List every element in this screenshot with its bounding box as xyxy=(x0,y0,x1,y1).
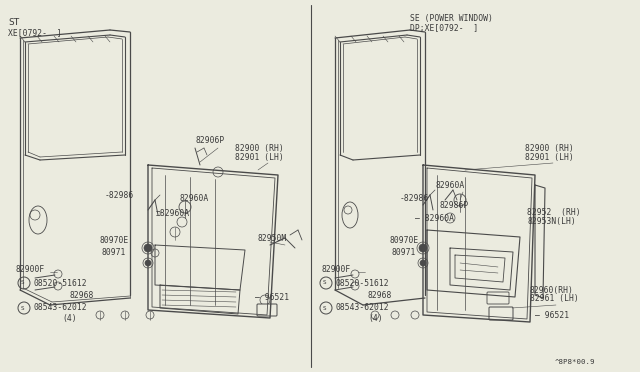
Text: 82950M: 82950M xyxy=(257,234,286,243)
Circle shape xyxy=(145,260,151,266)
Text: 82900 (RH): 82900 (RH) xyxy=(235,144,284,153)
Text: ST: ST xyxy=(8,17,19,26)
Text: 82968: 82968 xyxy=(70,291,94,299)
Text: 82968: 82968 xyxy=(368,291,392,299)
Text: 80970E: 80970E xyxy=(100,235,129,244)
Text: (4): (4) xyxy=(368,314,383,323)
Text: (4): (4) xyxy=(62,314,77,323)
Text: 80971: 80971 xyxy=(102,247,126,257)
Text: -82986: -82986 xyxy=(400,193,429,202)
Text: 82906P: 82906P xyxy=(195,135,224,144)
Text: 08543-62012: 08543-62012 xyxy=(33,304,86,312)
Text: 82900F: 82900F xyxy=(15,266,44,275)
Text: 82900F: 82900F xyxy=(322,266,351,275)
Text: 82986P: 82986P xyxy=(440,201,469,209)
Text: 82960A: 82960A xyxy=(435,180,464,189)
Text: 08543-62012: 08543-62012 xyxy=(335,304,388,312)
Text: DP;XE[0792-  ]: DP;XE[0792- ] xyxy=(410,23,478,32)
Text: 08520-51612: 08520-51612 xyxy=(33,279,86,288)
Text: S: S xyxy=(20,305,24,311)
Text: XE[0792-  ]: XE[0792- ] xyxy=(8,29,61,38)
Text: 82961 (LH): 82961 (LH) xyxy=(530,295,579,304)
Text: 08520-51612: 08520-51612 xyxy=(335,279,388,288)
Text: 82901 (LH): 82901 (LH) xyxy=(235,153,284,161)
Text: S: S xyxy=(322,305,326,311)
Text: 82900 (RH): 82900 (RH) xyxy=(525,144,573,153)
FancyBboxPatch shape xyxy=(489,307,513,320)
Text: ^8P8*00.9: ^8P8*00.9 xyxy=(554,359,595,365)
Text: SE (POWER WINDOW): SE (POWER WINDOW) xyxy=(410,13,493,22)
Text: — 82960A: — 82960A xyxy=(415,214,454,222)
Text: -82986: -82986 xyxy=(105,190,134,199)
Text: 82901 (LH): 82901 (LH) xyxy=(525,153,573,161)
Text: 82960A: 82960A xyxy=(180,193,209,202)
Text: — 96521: — 96521 xyxy=(255,294,289,302)
Circle shape xyxy=(420,260,426,266)
Circle shape xyxy=(144,244,152,252)
FancyBboxPatch shape xyxy=(257,304,277,316)
FancyBboxPatch shape xyxy=(487,292,509,304)
Text: — 96521: — 96521 xyxy=(535,311,569,320)
Text: 80970E: 80970E xyxy=(390,235,419,244)
Text: S: S xyxy=(322,280,326,285)
Text: S: S xyxy=(20,280,24,285)
Circle shape xyxy=(419,244,427,252)
Text: 82960(RH): 82960(RH) xyxy=(530,285,574,295)
Text: 82953N(LH): 82953N(LH) xyxy=(527,217,576,225)
Text: 82952  (RH): 82952 (RH) xyxy=(527,208,580,217)
Text: 80971: 80971 xyxy=(392,247,417,257)
Text: ⊐82960A: ⊐82960A xyxy=(156,208,190,218)
